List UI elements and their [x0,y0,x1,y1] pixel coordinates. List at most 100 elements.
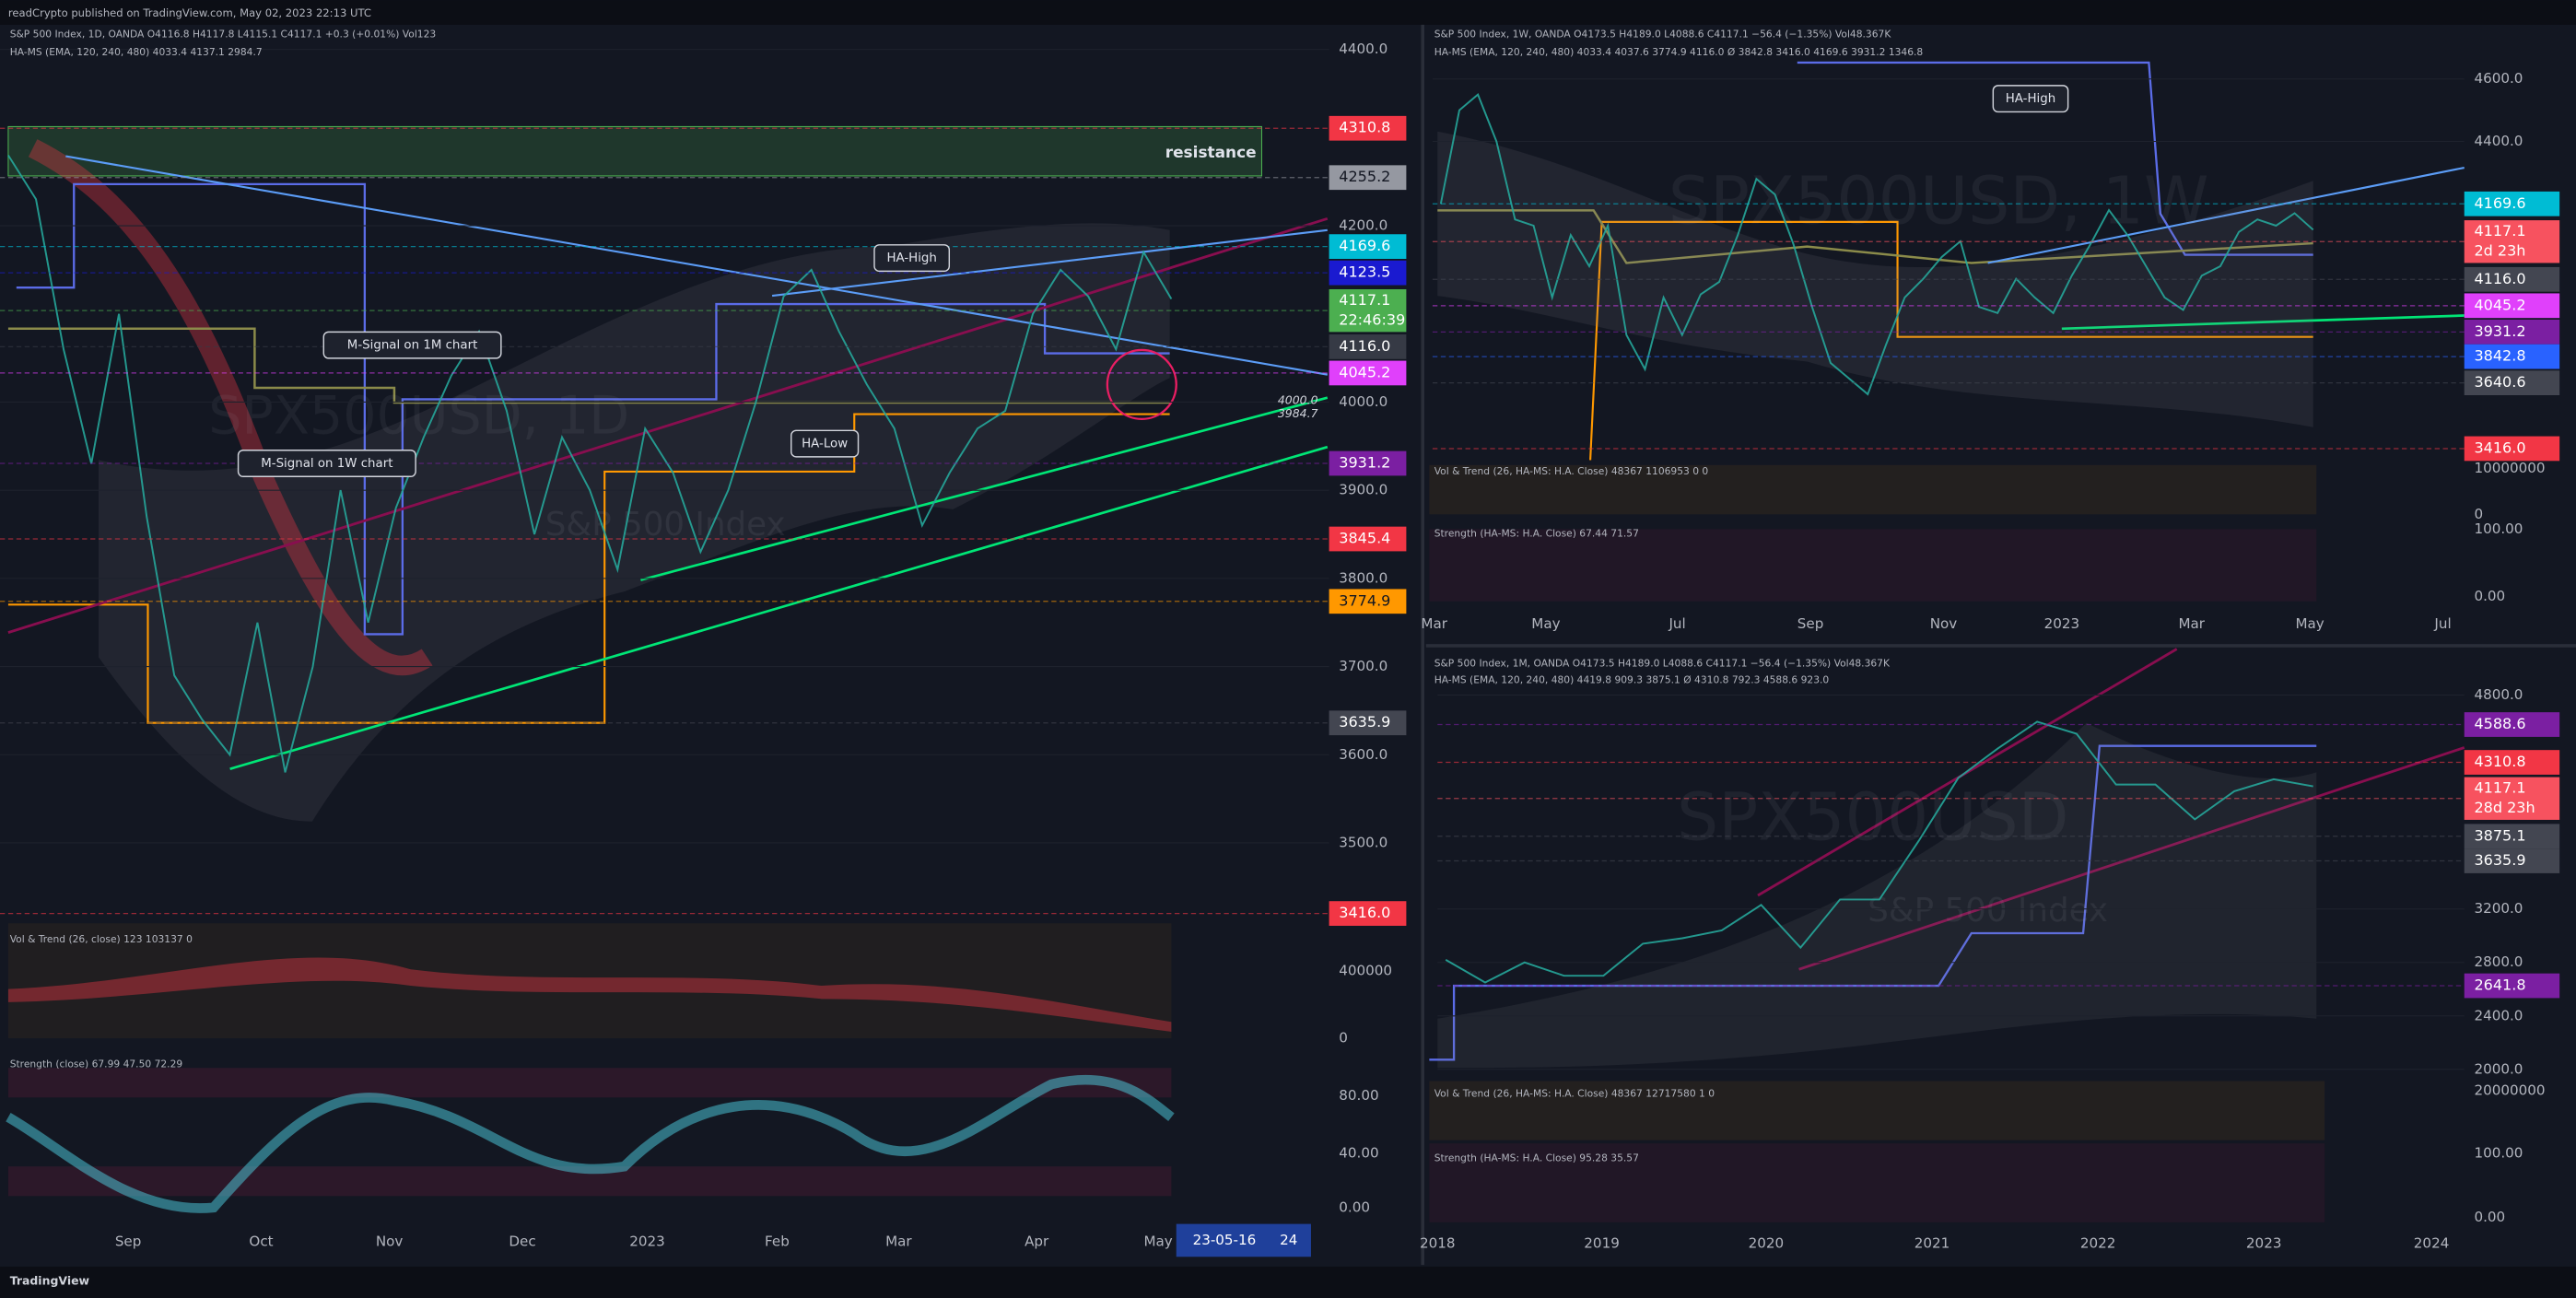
m-signal-1m [7,327,1170,404]
watermark-sub: S&P 500 Index [1868,892,2108,930]
price-tag-label: 4310.8 [2474,753,2525,770]
y-tick-label: 2000.0 [2474,1060,2523,1077]
price-tag-sub: 28d 23h [2474,799,2535,816]
sub-tick-label: 0.00 [2474,1209,2505,1225]
watermark: SPX500USD [1677,778,2069,855]
ha-ms-line [1429,744,2317,1061]
legend: HA-MS (EMA, 120, 240, 480) 4419.8 909.3 … [1434,673,1830,685]
price-tag [2464,319,2560,345]
price-line [1445,720,2313,984]
strength-cloud [6,1074,1175,1213]
strength-pane [1429,1143,2325,1222]
volume-pane [1429,1081,2325,1140]
header: readCrypto published on TradingView.com,… [8,6,371,19]
x-tick-label: Jul [2433,615,2451,632]
footer-logo: TradingView [10,1274,90,1288]
y-tick-label: 4400.0 [2474,133,2523,149]
sub-tick-label: 10000000 [2474,460,2545,476]
price-tag-label: 3774.9 [1339,591,1390,609]
sub-legend: Vol & Trend (26, close) 123 103137 0 [10,933,193,945]
x-tick-label: 2021 [1914,1235,1950,1252]
y-tick-label: 4200.0 [1339,217,1388,234]
replay-date: 23-05-16 [1193,1232,1257,1248]
x-tick-label: 2024 [2414,1235,2450,1252]
price-tag [2464,436,2560,462]
volume-pane [1429,464,2317,515]
annotation-box [322,331,502,359]
y-tick-label: 3900.0 [1339,482,1388,498]
price-tag-label: 4123.5 [1339,263,1390,281]
trendline [65,155,1328,376]
resistance-zone [7,125,1263,177]
x-tick-label: May [2295,615,2324,632]
price-tag [1329,901,1407,926]
annotation: HA-Low [802,438,848,451]
strength-pane [1429,529,2317,602]
strength-band [7,1068,1172,1098]
price-tag [2464,266,2560,292]
legend: S&P 500 Index, 1D, OANDA O4116.8 H4117.8… [10,29,437,41]
x-tick-label: Sep [115,1234,142,1250]
x-tick-label: Mar [1421,615,1447,632]
sub-legend: Vol & Trend (26, HA-MS: H.A. Close) 4836… [1434,1088,1715,1100]
annotation: resistance [1165,143,1257,161]
x-tick-label: Mar [2178,615,2205,632]
y-tick-label: 3800.0 [1339,569,1388,586]
annotation: M-Signal on 1M chart [347,339,478,353]
price-tag-label: 3845.4 [1339,530,1390,547]
sub-tick-label: 0.00 [1339,1199,1370,1215]
price-line [7,154,1173,773]
trendline [640,396,1329,581]
trendline [2061,314,2465,331]
trendline [771,228,1328,298]
watermark: SPX500USD, 1D [208,385,629,446]
top-bar [0,0,2576,25]
price-tag-label: 3875.1 [2474,826,2525,844]
price-tag-label: 4310.8 [1339,119,1390,136]
annotation: HA-High [886,251,936,265]
y-tick-label: 3500.0 [1339,834,1388,850]
sub-tick-label: 0 [2474,506,2483,522]
x-tick-label: Apr [1025,1234,1049,1250]
price-tag [2464,344,2560,369]
sub-legend: Strength (HA-MS: H.A. Close) 95.28 35.57 [1434,1152,1639,1164]
price-tag-label: 4117.1 [2474,779,2525,797]
price-tag [1329,450,1407,476]
x-tick-label: 2023 [629,1234,665,1250]
annotation: HA-High [2006,92,2055,106]
price-tag-label: 4255.2 [1339,168,1390,185]
sub-tick-label: 400000 [1339,963,1392,979]
y-tick-label: 4000.0 [1339,393,1388,410]
volume-pane [7,923,1172,1039]
m-signal-1w [7,413,1170,724]
legend: S&P 500 Index, 1W, OANDA O4173.5 H4189.0… [1434,29,1892,41]
price-tag-label: 3416.0 [1339,904,1390,921]
annotation-box [237,450,416,477]
y-tick-label: 2400.0 [2474,1007,2523,1023]
annotation: 4000.0 [1278,393,1318,407]
annotation-box [1992,85,2069,113]
replay-box [1176,1223,1311,1257]
price-tag [2464,973,2560,999]
y-tick-label: 4800.0 [2474,686,2523,703]
price-tag-label: 4169.6 [2474,194,2525,212]
price-tag-label: 3416.0 [2474,439,2525,456]
x-tick-label: May [1531,615,1560,632]
sub-legend: Vol & Trend (26, HA-MS: H.A. Close) 4836… [1434,465,1709,477]
m-signal [1589,220,2313,461]
price-tag [2464,220,2560,263]
x-tick-label: Oct [249,1234,273,1250]
price-tag [2464,848,2560,873]
annotation-box [873,244,951,273]
legend: HA-MS (EMA, 120, 240, 480) 4033.4 4137.1… [10,46,263,58]
price-tag [1329,165,1407,191]
x-tick-label: Nov [1930,615,1958,632]
ha-ms-line [1797,61,2313,256]
price-tag-label: 4117.1 [2474,222,2525,240]
y-tick-label: 3600.0 [1339,746,1388,763]
y-tick-label: 3200.0 [2474,900,2523,917]
x-tick-label: 2023 [2044,615,2080,632]
sub-legend: Strength (HA-MS: H.A. Close) 67.44 71.57 [1434,528,1639,540]
